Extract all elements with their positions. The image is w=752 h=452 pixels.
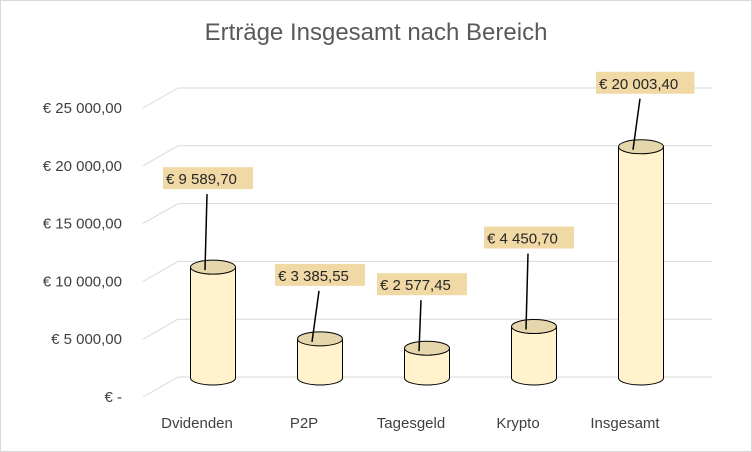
bar-top xyxy=(190,259,236,275)
y-tick-label: € 20 000,00 xyxy=(43,158,122,175)
data-label: € 2 577,45 xyxy=(380,277,451,294)
x-tick-label: Insgesamt xyxy=(590,415,660,432)
leader-line xyxy=(525,253,529,330)
y-tick-label: € 15 000,00 xyxy=(43,216,122,233)
gridline-depth xyxy=(142,376,179,398)
gridline-depth xyxy=(142,318,179,340)
data-label-box xyxy=(377,273,467,296)
bar-top xyxy=(618,139,664,155)
leader-line xyxy=(418,300,422,352)
data-label-box xyxy=(596,71,695,94)
bar-top xyxy=(511,319,557,335)
data-label-box xyxy=(163,167,253,190)
bar xyxy=(190,266,236,386)
bar xyxy=(618,146,664,386)
data-label: € 3 385,55 xyxy=(278,268,349,285)
y-tick-label: € 25 000,00 xyxy=(43,100,122,117)
gridline-depth xyxy=(142,203,179,225)
gridline-depth xyxy=(142,145,179,167)
x-tick-label: Krypto xyxy=(496,415,539,432)
data-label: € 4 450,70 xyxy=(487,231,558,248)
data-label: € 9 589,70 xyxy=(166,171,237,188)
leader-line xyxy=(632,98,641,150)
data-label-box xyxy=(275,263,365,286)
bar xyxy=(511,326,557,386)
data-label: € 20 003,40 xyxy=(599,76,678,93)
chart-title: Erträge Insgesamt nach Bereich xyxy=(204,19,548,46)
y-tick-label: € 5 000,00 xyxy=(51,331,122,348)
leader-line xyxy=(204,194,208,271)
bar-top xyxy=(297,331,343,347)
gridline-depth xyxy=(142,260,179,282)
bar xyxy=(404,347,450,386)
y-tick-label: € 10 000,00 xyxy=(43,273,122,290)
bar xyxy=(297,338,343,386)
bar-top xyxy=(404,340,450,356)
data-label-box xyxy=(484,226,574,249)
gridline-depth xyxy=(142,87,179,109)
leader-line xyxy=(311,290,320,342)
y-tick-label: € - xyxy=(104,389,122,406)
x-tick-label: P2P xyxy=(290,415,318,432)
x-tick-label: Dvidenden xyxy=(161,415,233,432)
x-tick-label: Tagesgeld xyxy=(377,415,445,432)
